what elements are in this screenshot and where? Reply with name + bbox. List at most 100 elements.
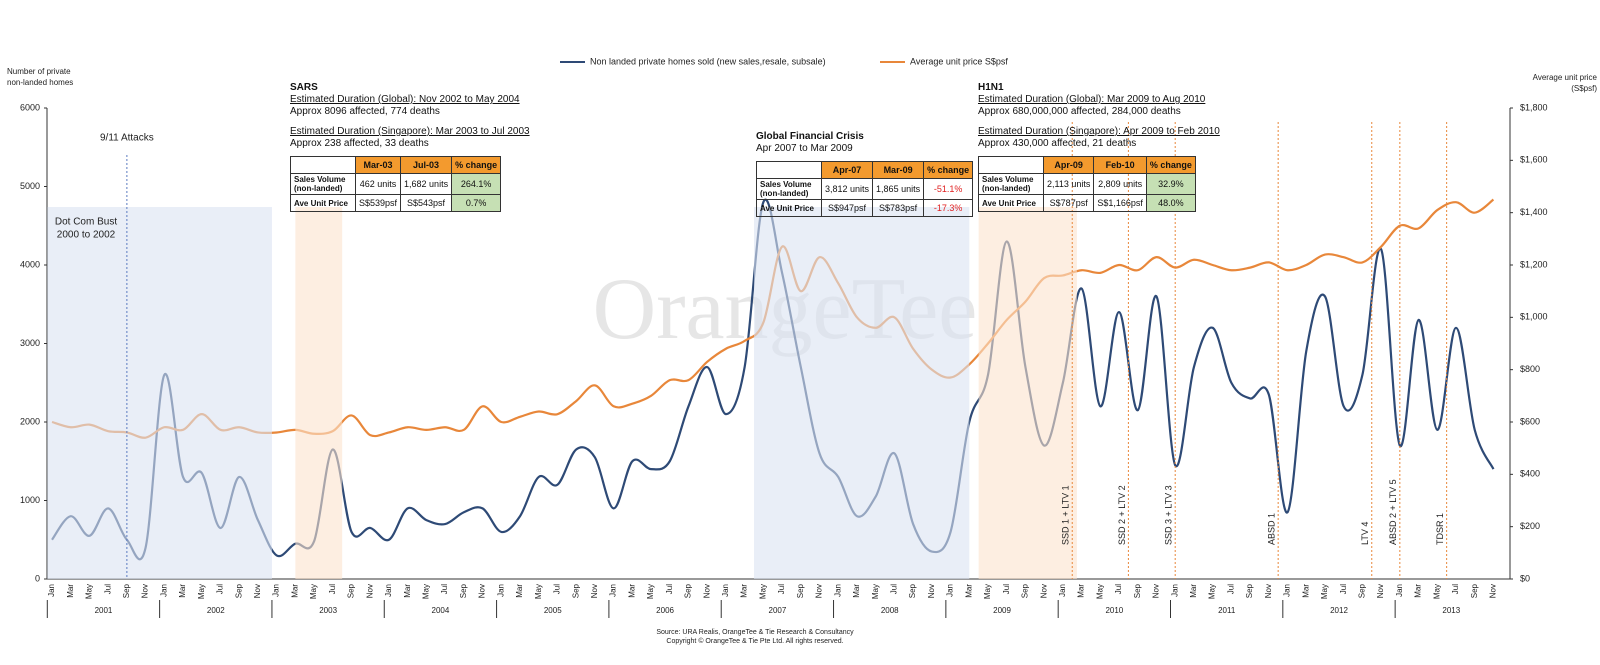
header-cell: % change [923,161,974,179]
x-tick-label: Mar [1077,584,1086,598]
box-line: Apr 2007 to Mar 2009 [756,143,853,154]
year-label: 2011 [1218,606,1236,615]
annotation-box: Global Financial Crisis Apr 2007 to Mar 2… [756,131,974,217]
x-tick-label: Jan [946,584,955,597]
x-tick-label: Jul [553,584,562,594]
period-shade [47,207,272,579]
x-tick-label: Mar [740,584,749,598]
year-label: 2008 [881,606,899,615]
x-tick-label: May [871,584,880,599]
table-cell: 1,865 units [872,178,925,200]
y2-axis-title: (S$psf) [1571,84,1597,93]
table-cell: S$1,166psf [1093,194,1147,212]
table-cell: 1,682 units [400,173,453,195]
table-cell: S$947psf [820,199,874,217]
x-tick-label: Jul [1226,584,1235,594]
x-tick-label: Jul [328,584,337,594]
table-cell: 48.0% [1145,194,1196,212]
box-line: Approx 238 affected, 33 deaths [290,138,429,149]
x-tick-label: Nov [1152,584,1161,598]
y-tick-label: 6000 [20,102,40,112]
year-label: 2003 [319,606,337,615]
x-tick-label: Sep [571,583,580,598]
x-tick-label: Nov [590,584,599,598]
x-tick-label: Jan [609,584,618,597]
x-tick-label: Mar [515,584,524,598]
table-cell: 0.7% [451,194,502,212]
y-tick-label: 2000 [20,416,40,426]
period-shade [754,207,970,579]
x-tick-label: Sep [459,583,468,598]
x-tick-label: May [1432,584,1441,599]
header-cell [978,156,1044,174]
x-tick-label: Jan [1058,584,1067,597]
table-cell: Ave Unit Price [756,199,822,217]
x-tick-label: Jan [1170,584,1179,597]
x-tick-label: Mar [627,584,636,598]
table-header: Mar-03 Jul-03% change [290,156,502,174]
x-tick-label: Sep [1358,583,1367,598]
table-cell: 2,113 units [1042,173,1095,195]
annotation-box: SARS Estimated Duration (Global): Nov 200… [290,82,530,212]
box-line: Estimated Duration (Singapore): Mar 2003… [290,126,530,137]
box-line: Approx 8096 affected, 774 deaths [290,106,440,117]
event-label: 9/11 Attacks [100,133,154,144]
year-label: 2005 [544,606,562,615]
y2-tick-label: $1,200 [1520,259,1548,269]
x-tick-label: Jul [216,584,225,594]
year-label: 2004 [432,606,450,615]
annotation-box: H1N1 Estimated Duration (Global): Mar 200… [978,82,1220,212]
table-header: Apr-07 Mar-09% change [756,161,974,179]
table-cell: -17.3% [923,199,974,217]
header-cell: Mar-03 [354,156,402,174]
box-line: Estimated Duration (Global): Mar 2009 to… [978,94,1206,105]
header-cell: Apr-09 [1042,156,1095,174]
x-tick-label: May [85,584,94,599]
box-line: Estimated Duration (Singapore): Apr 2009… [978,126,1220,137]
table-cell: 2,809 units [1093,173,1147,195]
year-label: 2009 [993,606,1011,615]
x-tick-label: Jan [384,584,393,597]
table-cell: S$783psf [872,199,925,217]
table-header: Apr-09 Feb-10% change [978,156,1196,174]
x-tick-label: Jul [1114,584,1123,594]
table-cell: Sales Volume (non-landed) [978,173,1044,195]
x-tick-label: Jul [665,584,674,594]
x-tick-label: Nov [253,584,262,598]
x-tick-label: Jul [1339,584,1348,594]
x-tick-label: Jan [833,584,842,597]
x-tick-label: Nov [815,584,824,598]
x-tick-label: Jul [1002,584,1011,594]
x-tick-label: Nov [141,584,150,598]
x-tick-label: Sep [234,583,243,598]
year-label: 2007 [769,606,787,615]
table-row: Sales Volume (non-landed) 3,812 units 1,86… [756,178,974,200]
x-tick-label: May [309,584,318,599]
y-tick-label: 1000 [20,495,40,505]
x-tick-label: Nov [927,584,936,598]
y-tick-label: 5000 [20,181,40,191]
table-cell: Sales Volume (non-landed) [756,178,822,200]
box-title: Global Financial Crisis [756,131,864,142]
period-label: 2000 to 2002 [57,230,116,241]
x-tick-label: Sep [1133,583,1142,598]
table-cell: -51.1% [923,178,974,200]
x-tick-label: Mar [852,584,861,598]
x-tick-label: May [422,584,431,599]
x-tick-label: Jan [496,584,505,597]
table-cell: S$787psf [1042,194,1095,212]
x-tick-label: Jan [1395,584,1404,597]
x-tick-label: Jul [777,584,786,594]
x-tick-label: Sep [796,583,805,598]
table-row: Ave Unit Price S$787psf S$1,166psf 48.0% [978,194,1196,212]
x-tick-label: May [534,584,543,599]
year-label: 2013 [1442,606,1460,615]
table-row: Ave Unit Price S$539psf S$543psf 0.7% [290,194,502,212]
header-cell: Mar-09 [872,161,925,179]
box-line: Approx 430,000 affected, 21 deaths [978,138,1137,149]
x-tick-label: Jul [1451,584,1460,594]
x-tick-label: Jan [47,584,56,597]
x-tick-label: Mar [1414,584,1423,598]
